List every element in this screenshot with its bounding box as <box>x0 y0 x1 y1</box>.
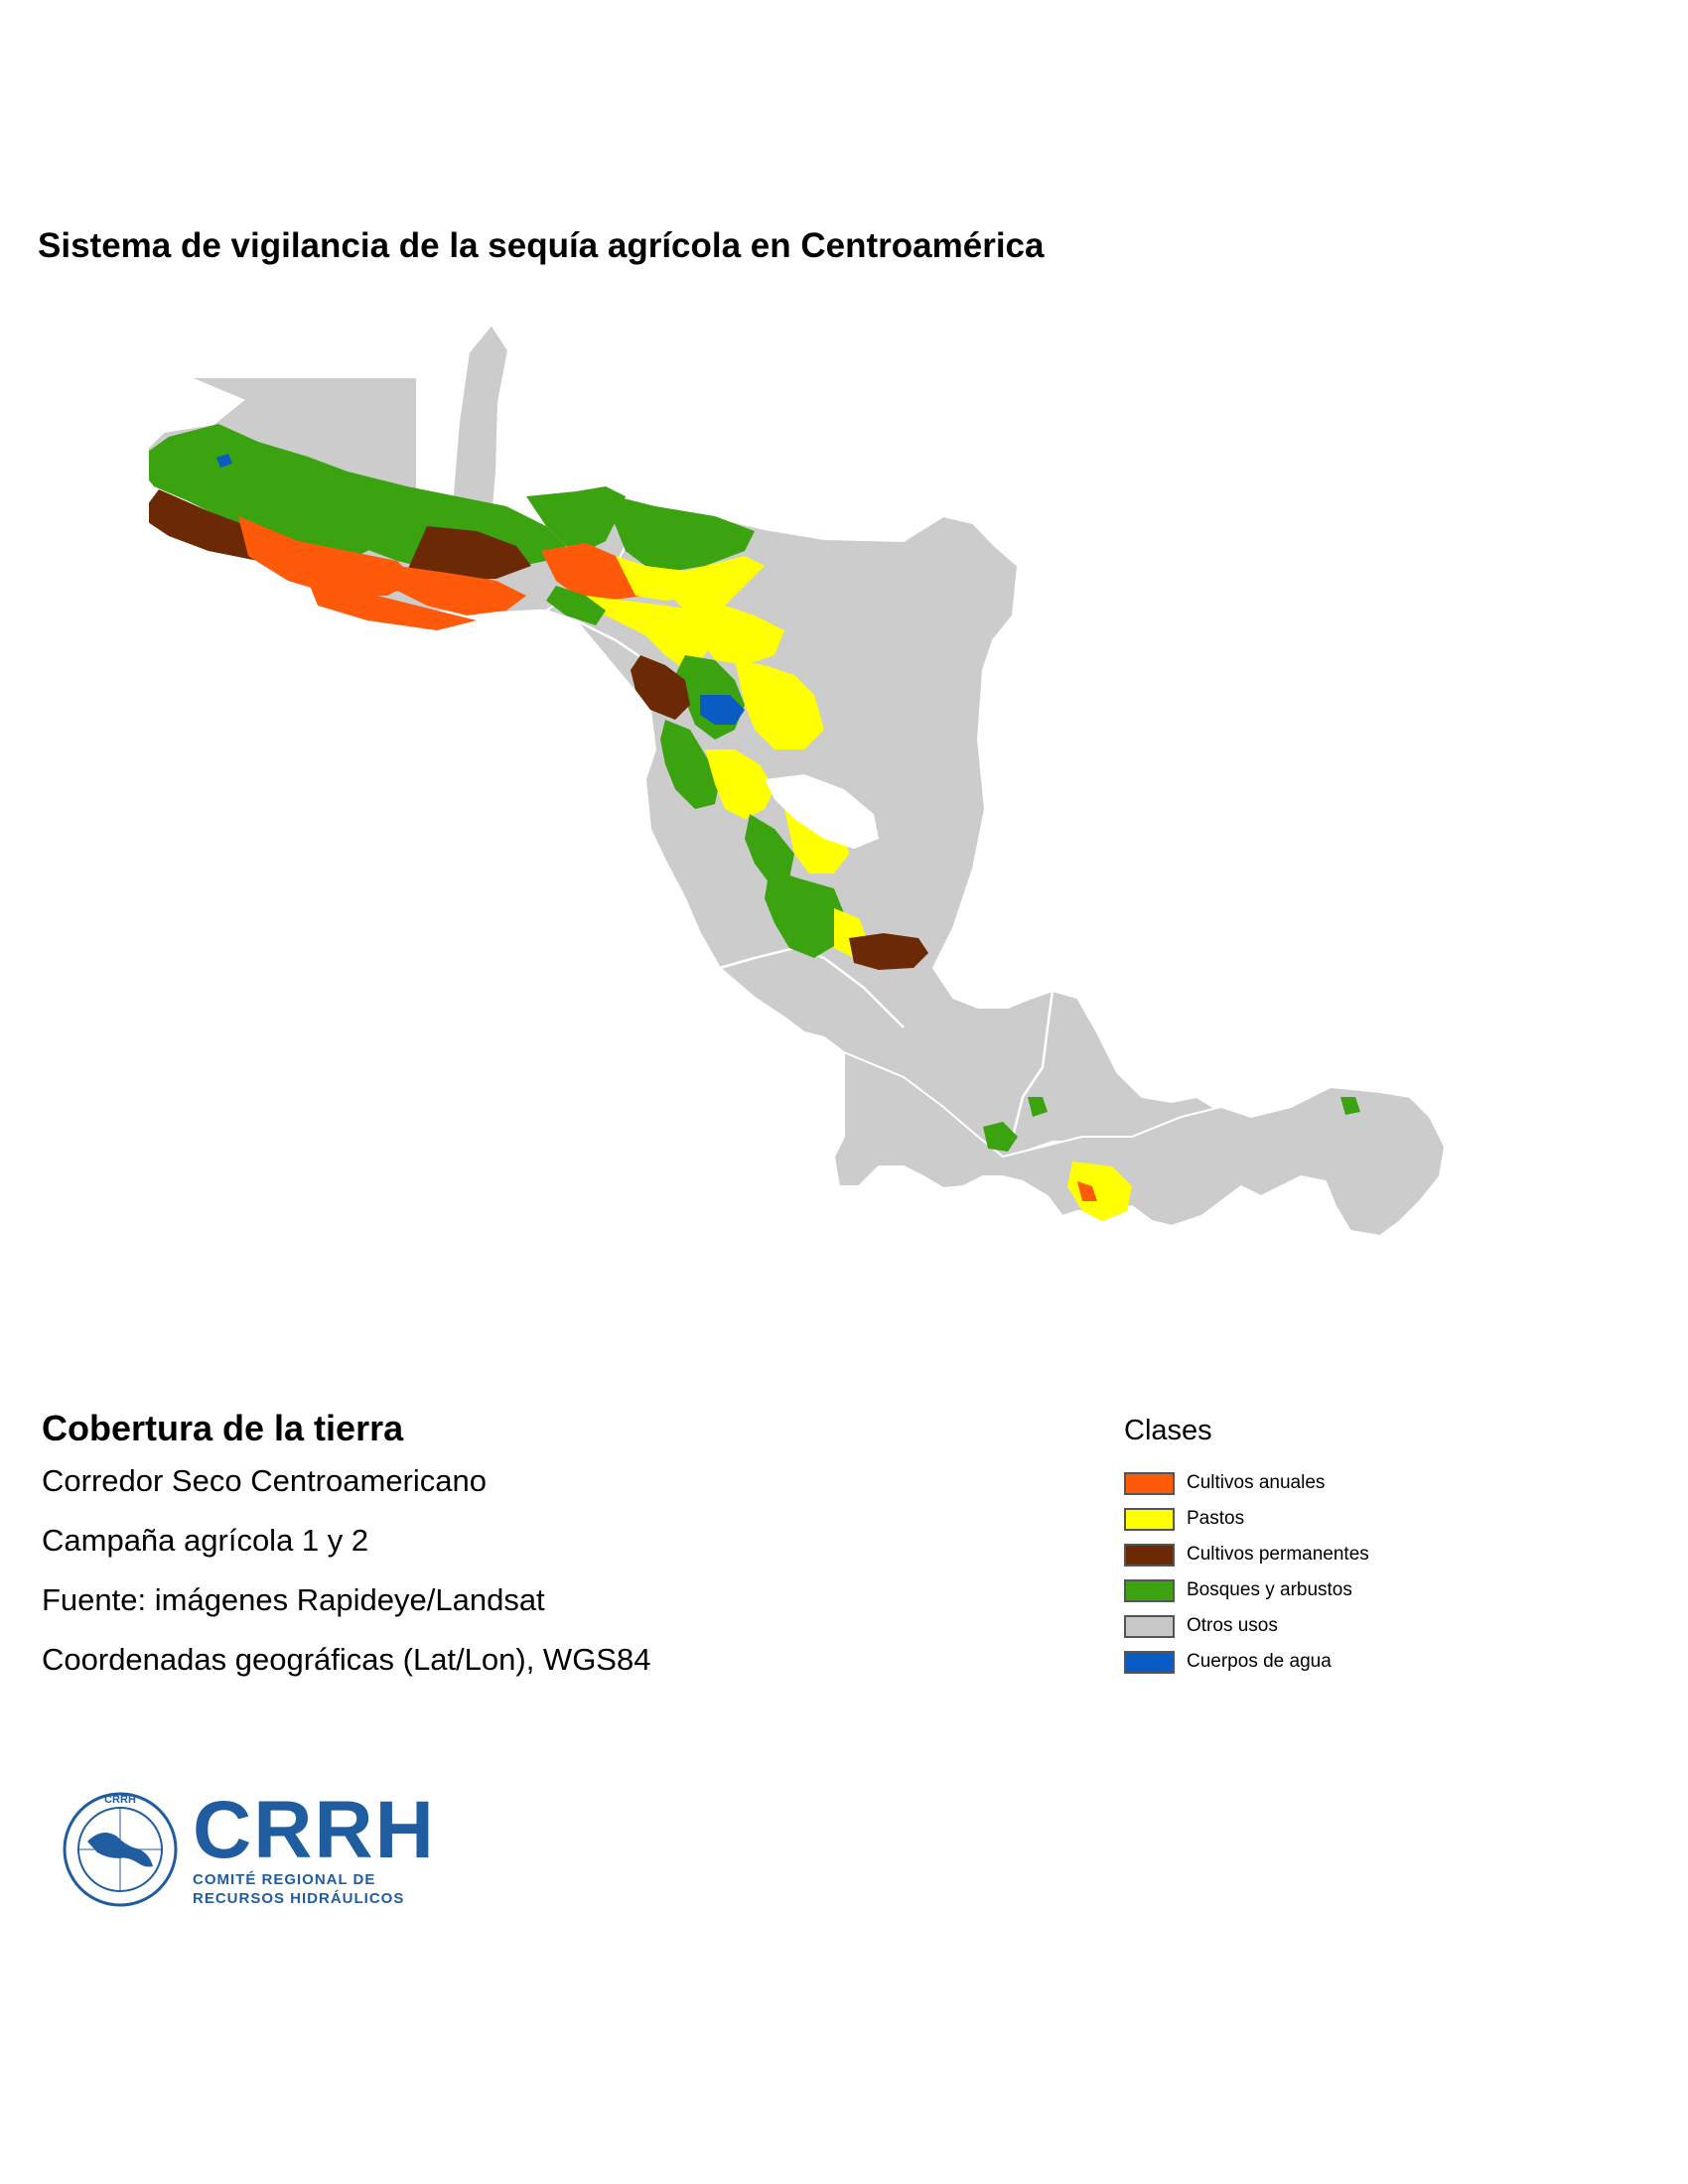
legend-item-pastos: Pastos <box>1124 1501 1369 1537</box>
legend-item-cultivos-anuales: Cultivos anuales <box>1124 1465 1369 1501</box>
logo-subtitle-1: COMITÉ REGIONAL DE <box>193 1871 376 1889</box>
info-coordinates: Coordenadas geográficas (Lat/Lon), WGS84 <box>42 1642 651 1677</box>
info-campaign: Campaña agrícola 1 y 2 <box>42 1523 369 1558</box>
logo-name: CRRH <box>193 1785 436 1876</box>
info-region: Corredor Seco Centroamericano <box>42 1463 487 1498</box>
legend-swatch <box>1124 1471 1175 1495</box>
legend-item-cultivos-permanentes: Cultivos permanentes <box>1124 1537 1369 1572</box>
legend-item-cuerpos-de-agua: Cuerpos de agua <box>1124 1644 1369 1680</box>
legend: Clases Cultivos anuales Pastos Cultivos … <box>1124 1415 1369 1680</box>
crrh-logo: CRRH CRRH COMITÉ REGIONAL DE RECURSOS HI… <box>58 1787 436 1912</box>
legend-swatch <box>1124 1507 1175 1531</box>
central-america-map <box>149 323 1447 1238</box>
legend-label: Cuerpos de agua <box>1187 1651 1332 1672</box>
page-title: Sistema de vigilancia de la sequía agríc… <box>38 226 1045 265</box>
map-info: Cobertura de la tierra Corredor Seco Cen… <box>42 1408 650 1702</box>
legend-label: Otros usos <box>1187 1615 1278 1636</box>
info-source: Fuente: imágenes Rapideye/Landsat <box>42 1582 545 1617</box>
legend-item-bosques-y-arbustos: Bosques y arbustos <box>1124 1572 1369 1608</box>
crrh-emblem-icon: CRRH <box>63 1792 178 1907</box>
legend-label: Cultivos anuales <box>1187 1472 1326 1493</box>
legend-label: Cultivos permanentes <box>1187 1544 1369 1565</box>
legend-label: Bosques y arbustos <box>1187 1579 1352 1600</box>
legend-swatch <box>1124 1578 1175 1602</box>
legend-swatch <box>1124 1614 1175 1638</box>
legend-title: Clases <box>1124 1415 1212 1446</box>
legend-swatch <box>1124 1543 1175 1567</box>
logo-text: CRRH COMITÉ REGIONAL DE RECURSOS HIDRÁUL… <box>193 1790 436 1909</box>
legend-swatch <box>1124 1650 1175 1674</box>
water-bodies <box>216 454 879 849</box>
info-heading: Cobertura de la tierra <box>42 1408 404 1448</box>
legend-label: Pastos <box>1187 1508 1245 1529</box>
legend-item-otros-usos: Otros usos <box>1124 1608 1369 1644</box>
logo-subtitle-2: RECURSOS HIDRÁULICOS <box>193 1890 405 1907</box>
emblem-text: CRRH <box>104 1794 136 1806</box>
